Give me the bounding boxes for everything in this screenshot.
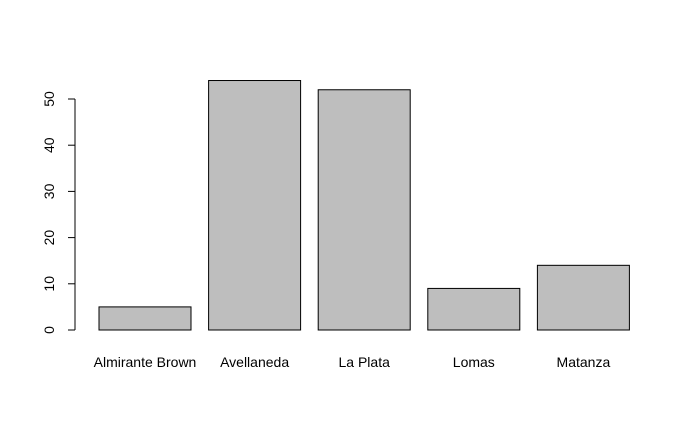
x-category-label: Avellaneda (220, 354, 289, 370)
y-tick-label: 40 (41, 137, 57, 153)
y-tick-label: 20 (41, 230, 57, 246)
x-category-label: Lomas (453, 354, 495, 370)
bar (208, 80, 302, 331)
bar (317, 89, 411, 331)
y-tick-label: 0 (41, 326, 57, 334)
y-axis: 0 10 20 30 40 50 (41, 91, 76, 334)
x-axis-labels: Almirante Brown Avellaneda La Plata Lomas Ma… (94, 354, 611, 370)
bar (427, 287, 521, 331)
x-category-label: Almirante Brown (94, 354, 197, 370)
y-tick-label: 50 (41, 91, 57, 107)
y-tick-label: 30 (41, 183, 57, 199)
bars (98, 80, 630, 331)
bar (98, 306, 192, 331)
bar (536, 264, 630, 331)
x-category-label: Matanza (557, 354, 611, 370)
y-tick-label: 10 (41, 276, 57, 292)
x-category-label: La Plata (339, 354, 391, 370)
